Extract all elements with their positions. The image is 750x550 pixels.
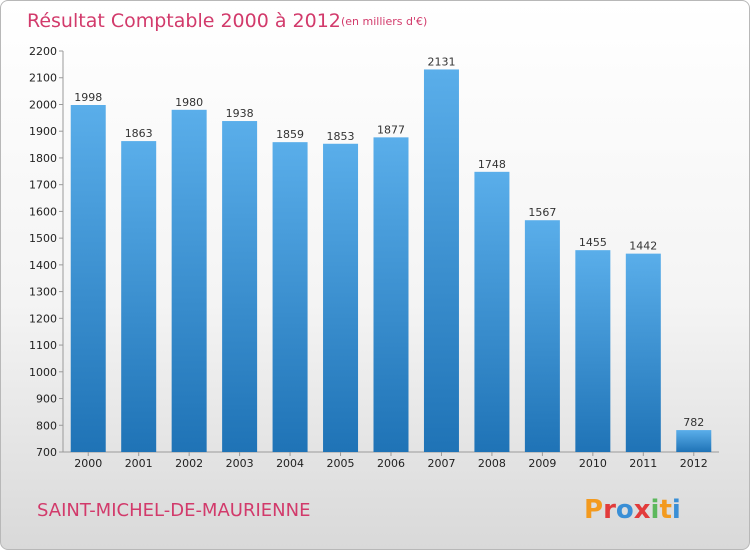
y-tick-label: 1300 [29, 286, 57, 299]
value-label-2008: 1748 [478, 158, 506, 171]
bar-2011 [625, 253, 661, 452]
value-label-2012: 782 [683, 416, 704, 429]
x-tick-label-2008: 2008 [478, 457, 506, 470]
bar-2006 [373, 137, 409, 452]
y-tick-label: 1100 [29, 339, 57, 352]
x-tick-label-2009: 2009 [528, 457, 556, 470]
y-tick-label: 1900 [29, 125, 57, 138]
value-label-2000: 1998 [74, 91, 102, 104]
y-tick-label: 1200 [29, 312, 57, 325]
bar-2000 [70, 105, 106, 452]
bar-2007 [423, 69, 459, 453]
x-tick-label-2011: 2011 [629, 457, 657, 470]
x-tick-label-2007: 2007 [427, 457, 455, 470]
y-tick-label: 700 [36, 446, 57, 459]
y-tick-label: 2200 [29, 45, 57, 58]
y-tick-label: 1600 [29, 205, 57, 218]
bar-2010 [575, 250, 611, 452]
bar-2004 [272, 142, 308, 453]
x-tick-label-2000: 2000 [74, 457, 102, 470]
value-label-2006: 1877 [377, 123, 405, 136]
y-axis-ticks: 700 800 900 1000 1100 1200 1300 1400 1500 1600 170… [29, 45, 63, 459]
x-tick-label-2001: 2001 [125, 457, 153, 470]
bar-2001 [121, 141, 157, 452]
value-label-2010: 1455 [579, 236, 607, 249]
x-tick-label-2012: 2012 [680, 457, 708, 470]
value-label-2005: 1853 [327, 130, 355, 143]
y-tick-label: 1800 [29, 152, 57, 165]
value-label-2003: 1938 [226, 107, 254, 120]
x-axis-ticks: 2000 2001 2002 2003 2004 2005 2006 2007 2008 2009… [74, 452, 708, 470]
chart-title: Résultat Comptable 2000 à 2012 [27, 10, 341, 32]
bar-2008 [474, 171, 510, 453]
proxiti-logo[interactable]: Proxiti [584, 495, 681, 525]
bar-2012 [676, 430, 712, 452]
bars-group: 1998 1863 1980 1938 1859 1853 1877 2131 1748 1567… [70, 55, 712, 453]
value-label-2004: 1859 [276, 128, 304, 141]
value-label-2011: 1442 [629, 240, 657, 253]
x-tick-label-2004: 2004 [276, 457, 304, 470]
y-tick-label: 1700 [29, 179, 57, 192]
bar-2005 [323, 143, 359, 453]
value-label-2002: 1980 [175, 96, 203, 109]
y-tick-label: 1000 [29, 366, 57, 379]
x-tick-label-2005: 2005 [327, 457, 355, 470]
value-label-2007: 2131 [427, 55, 455, 68]
x-tick-label-2003: 2003 [226, 457, 254, 470]
x-tick-label-2010: 2010 [579, 457, 607, 470]
bar-2009 [524, 220, 560, 452]
y-tick-label: 2100 [29, 72, 57, 85]
y-tick-label: 900 [36, 393, 57, 406]
x-tick-label-2002: 2002 [175, 457, 203, 470]
y-tick-label: 800 [36, 419, 57, 432]
value-label-2001: 1863 [125, 127, 153, 140]
y-tick-label: 2000 [29, 98, 57, 111]
chart-subtitle: (en milliers d'€) [341, 15, 427, 28]
city-name: SAINT-MICHEL-DE-MAURIENNE [37, 500, 310, 521]
bar-2003 [222, 121, 258, 453]
x-tick-label-2006: 2006 [377, 457, 405, 470]
value-label-2009: 1567 [528, 206, 556, 219]
bar-2002 [171, 109, 207, 453]
logo-text: Proxiti [584, 495, 681, 525]
y-tick-label: 1400 [29, 259, 57, 272]
y-tick-label: 1500 [29, 232, 57, 245]
